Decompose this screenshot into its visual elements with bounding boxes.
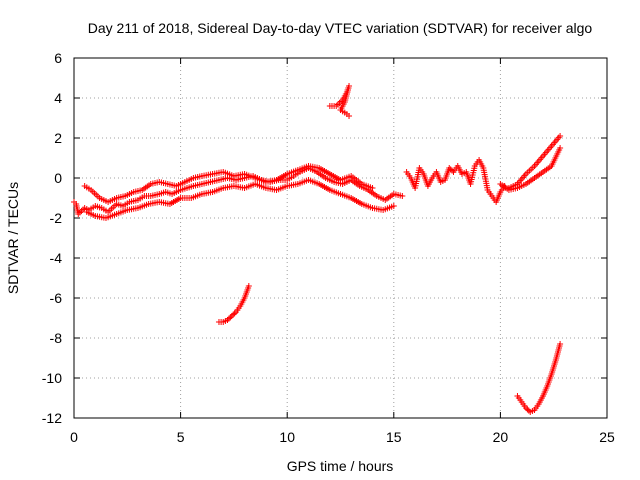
data-point — [346, 113, 353, 119]
data-points — [71, 83, 564, 415]
x-tick-label: 20 — [493, 429, 509, 445]
data-point — [446, 165, 453, 171]
data-point — [557, 133, 564, 139]
data-point — [228, 313, 235, 319]
y-axis-label: SDTVAR / TECUs — [5, 182, 21, 294]
data-point-trace — [230, 311, 237, 318]
chart-title: Day 211 of 2018, Sidereal Day-to-day VTE… — [88, 20, 593, 36]
x-tick-label: 25 — [599, 429, 615, 445]
data-point — [369, 185, 376, 191]
data-point-trace — [78, 208, 85, 214]
grid-lines — [74, 58, 607, 418]
y-tick-label: -8 — [50, 330, 63, 346]
data-point-trace — [524, 406, 531, 413]
y-tick-labels: -12 -10 -8 -6 -4 -2 0 2 4 6 — [42, 50, 62, 426]
y-tick-label: 4 — [54, 90, 62, 106]
y-tick-label: 6 — [54, 50, 62, 66]
y-tick-label: -10 — [42, 370, 62, 386]
data-point — [390, 203, 397, 209]
data-point — [557, 341, 564, 347]
y-tick-label: 0 — [54, 170, 62, 186]
data-point-trace — [447, 166, 454, 173]
y-tick-label: 2 — [54, 130, 62, 146]
x-tick-label: 0 — [70, 429, 78, 445]
x-tick-label: 15 — [386, 429, 402, 445]
x-tick-label: 5 — [177, 429, 185, 445]
data-point — [245, 283, 252, 289]
axis-ticks — [73, 57, 608, 419]
data-point — [522, 405, 529, 411]
y-tick-label: -12 — [42, 410, 62, 426]
data-point-trace — [227, 314, 234, 321]
data-point-trace — [449, 167, 456, 174]
y-tick-label: -6 — [50, 290, 63, 306]
y-tick-label: -2 — [50, 210, 63, 226]
data-point — [399, 193, 406, 199]
y-tick-label: -4 — [50, 250, 63, 266]
x-axis-label: GPS time / hours — [287, 458, 394, 474]
data-point-trace — [231, 310, 238, 317]
data-point — [224, 317, 231, 323]
x-tick-label: 10 — [279, 429, 295, 445]
plot-frame — [73, 57, 608, 419]
data-point-trace — [225, 315, 232, 322]
data-point — [557, 145, 564, 151]
x-tick-labels: 0 5 10 15 20 25 — [70, 429, 615, 445]
data-point-trace — [334, 101, 341, 108]
